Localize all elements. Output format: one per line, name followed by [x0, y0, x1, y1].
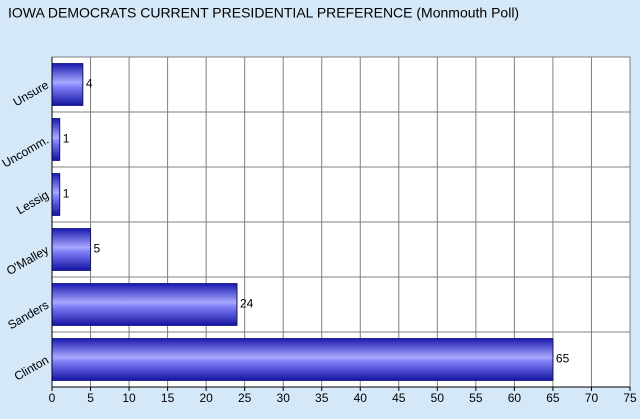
value-label: 4: [86, 77, 93, 91]
x-tick-label: 40: [354, 391, 368, 405]
bar: [51, 63, 84, 106]
value-label: 65: [556, 352, 570, 366]
value-label: 1: [63, 187, 70, 201]
value-label: 1: [63, 132, 70, 146]
value-label: 5: [94, 242, 101, 256]
x-tick-label: 50: [431, 391, 445, 405]
x-tick-label: 20: [199, 391, 213, 405]
bar: [51, 173, 61, 216]
x-tick-label: 5: [87, 391, 94, 405]
bar: [51, 118, 61, 161]
x-tick-label: 15: [161, 391, 175, 405]
x-tick-label: 0: [49, 391, 56, 405]
bar: [51, 228, 92, 271]
value-label: 24: [240, 297, 254, 311]
bar: [51, 283, 238, 326]
x-tick-label: 60: [508, 391, 522, 405]
chart-title: IOWA DEMOCRATS CURRENT PRESIDENTIAL PREF…: [8, 5, 519, 21]
x-tick-label: 55: [469, 391, 483, 405]
x-tick-label: 35: [315, 391, 329, 405]
x-tick-label: 65: [546, 391, 560, 405]
x-tick-label: 70: [585, 391, 599, 405]
x-tick-label: 10: [122, 391, 136, 405]
x-tick-label: 75: [623, 391, 637, 405]
x-tick-label: 30: [277, 391, 291, 405]
x-tick-label: 45: [392, 391, 406, 405]
bar: [51, 338, 554, 381]
x-tick-label: 25: [238, 391, 252, 405]
